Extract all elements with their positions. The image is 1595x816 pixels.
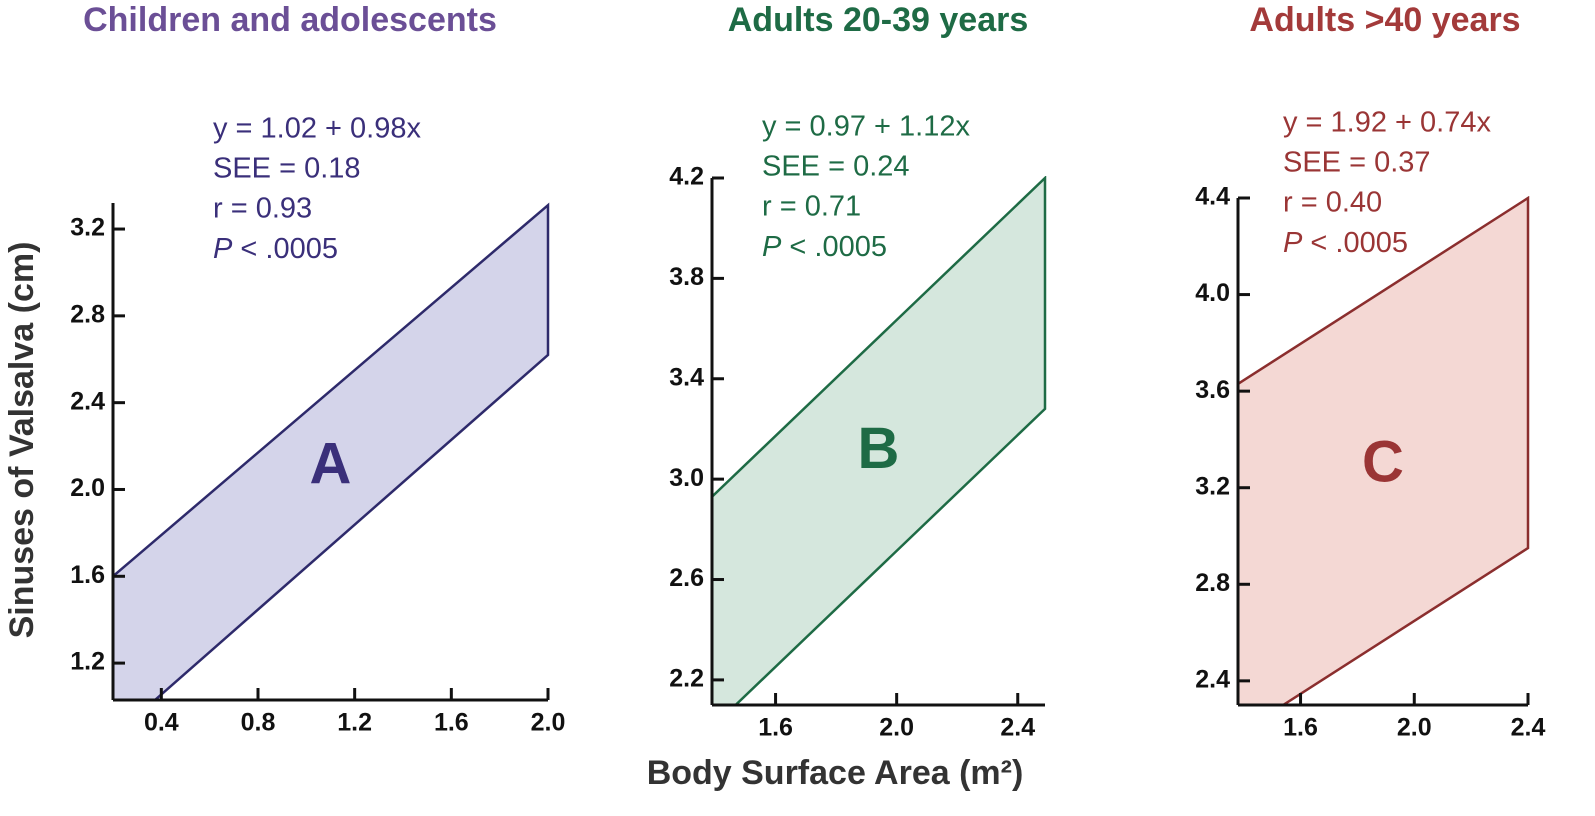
- y-axis-label: Sinuses of Valsalva (cm): [3, 242, 41, 639]
- y-tick-label: 3.2: [70, 214, 105, 242]
- annotation: r = 0.93: [213, 193, 312, 225]
- panel-letter: C: [1362, 429, 1404, 494]
- y-tick-label: 2.8: [1195, 569, 1230, 597]
- x-tick-label: 0.8: [241, 709, 276, 737]
- y-tick-label: 3.8: [669, 263, 704, 291]
- y-tick-label: 3.6: [1195, 376, 1230, 404]
- panel-letter: A: [310, 432, 352, 497]
- y-tick-label: 3.2: [1195, 472, 1230, 500]
- y-tick-label: 2.8: [70, 300, 105, 328]
- y-tick-label: 2.4: [70, 387, 105, 415]
- panel-title: Children and adolescents: [83, 1, 497, 39]
- y-tick-label: 4.0: [1195, 279, 1230, 307]
- y-tick-label: 2.2: [669, 665, 704, 693]
- p-label: P: [213, 233, 233, 265]
- confidence-band: [1238, 196, 1530, 705]
- annotation: P < .0005: [213, 233, 338, 265]
- annotation: y = 0.97 + 1.12x: [762, 111, 970, 143]
- panel-letter: B: [858, 416, 900, 481]
- x-tick-label: 2.4: [1000, 714, 1035, 742]
- y-tick-label: 3.4: [669, 363, 704, 391]
- y-tick-label: 1.6: [70, 561, 105, 589]
- panel-title: Adults 20-39 years: [728, 1, 1029, 39]
- annotation: y = 1.92 + 0.74x: [1283, 107, 1491, 139]
- x-tick-label: 2.0: [879, 714, 914, 742]
- annotation: P < .0005: [762, 231, 887, 263]
- x-tick-label: 0.4: [144, 709, 179, 737]
- y-tick-label: 2.6: [669, 564, 704, 592]
- p-label: P: [1283, 227, 1303, 259]
- x-tick-label: 2.4: [1511, 714, 1546, 742]
- p-value: < .0005: [1310, 227, 1408, 259]
- panel-title: Adults >40 years: [1249, 1, 1520, 39]
- x-tick-label: 1.6: [758, 714, 793, 742]
- y-tick-label: 1.2: [70, 648, 105, 676]
- y-tick-label: 3.0: [669, 464, 704, 492]
- x-tick-label: 1.2: [337, 709, 372, 737]
- y-tick-label: 4.2: [669, 163, 704, 191]
- x-axis-label: Body Surface Area (m²): [647, 754, 1024, 792]
- x-tick-label: 1.6: [1283, 714, 1318, 742]
- confidence-band: [712, 176, 1047, 705]
- annotation: r = 0.71: [762, 191, 861, 223]
- confidence-band: [113, 202, 550, 700]
- annotation: r = 0.40: [1283, 187, 1382, 219]
- annotation: P < .0005: [1283, 227, 1408, 259]
- y-tick-label: 2.0: [70, 474, 105, 502]
- x-tick-label: 2.0: [531, 709, 566, 737]
- p-value: < .0005: [240, 233, 338, 265]
- x-tick-label: 2.0: [1397, 714, 1432, 742]
- annotation: SEE = 0.37: [1283, 147, 1431, 179]
- y-tick-label: 4.4: [1195, 183, 1230, 211]
- annotation: SEE = 0.18: [213, 153, 361, 185]
- annotation: SEE = 0.24: [762, 151, 910, 183]
- p-value: < .0005: [789, 231, 887, 263]
- annotation: y = 1.02 + 0.98x: [213, 113, 421, 145]
- p-label: P: [762, 231, 782, 263]
- x-tick-label: 1.6: [434, 709, 469, 737]
- y-tick-label: 2.4: [1195, 665, 1230, 693]
